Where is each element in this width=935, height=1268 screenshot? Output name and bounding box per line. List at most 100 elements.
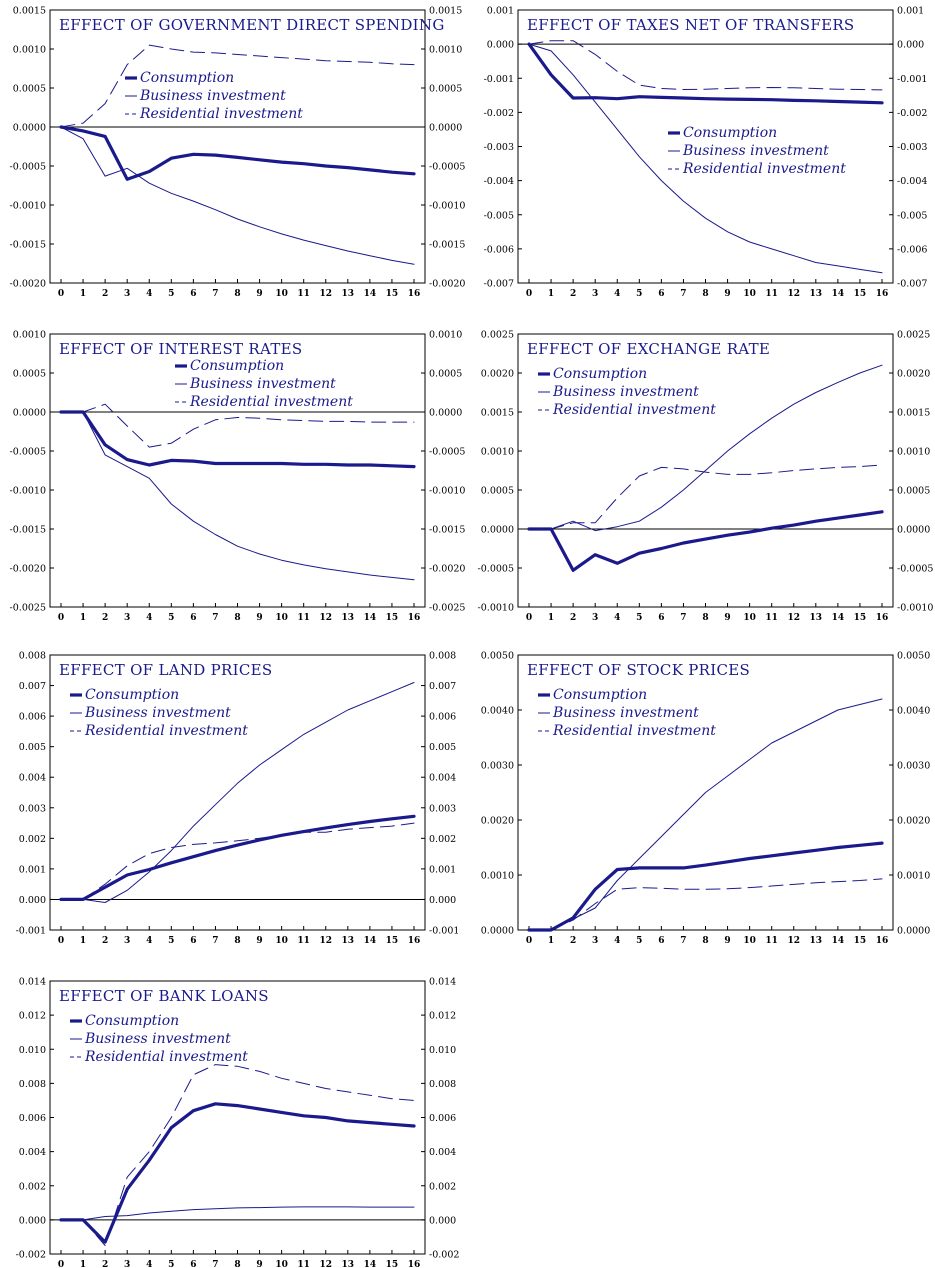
legend-label: Residential investment <box>139 106 303 122</box>
y-tick-label-left: 0.010 <box>19 1045 46 1056</box>
x-tick-label: 3 <box>592 936 598 946</box>
chart-panel-1: -0.0020 -0.0020 -0.0015 -0.0015 -0.0010 -0.00… <box>10 6 466 300</box>
legend-label: Business investment <box>139 88 286 104</box>
y-tick-label-left: 0.0000 <box>13 408 46 419</box>
x-tick-label: 8 <box>234 289 240 299</box>
y-tick-label-right: -0.0020 <box>429 279 465 290</box>
chart-panel-3: -0.0025 -0.0025 -0.0020 -0.0020 -0.0015 -0.00… <box>10 330 466 624</box>
y-tick-label-right: -0.006 <box>897 244 927 255</box>
y-tick-label-right: 0.0000 <box>429 408 462 419</box>
y-tick-label-left: 0.0010 <box>13 330 46 341</box>
x-tick-label: 13 <box>342 289 355 299</box>
legend-label: Residential investment <box>552 723 716 739</box>
y-tick-label-left: -0.0005 <box>10 447 46 458</box>
legend-label: Business investment <box>84 705 231 721</box>
y-tick-label-left: 0.0000 <box>13 123 46 134</box>
y-tick-label-left: 0.0020 <box>481 816 514 827</box>
x-tick-label: 3 <box>124 613 130 623</box>
y-tick-label-left: 0.0020 <box>481 369 514 380</box>
legend-label: Consumption <box>190 358 284 374</box>
x-tick-label: 13 <box>342 1260 355 1268</box>
y-tick-label-right: 0.0030 <box>897 761 930 772</box>
y-tick-label-left: 0.004 <box>19 1147 46 1158</box>
x-tick-label: 1 <box>80 613 86 623</box>
x-tick-label: 7 <box>212 936 218 946</box>
x-tick-label: 6 <box>190 613 196 623</box>
y-tick-label-right: 0.008 <box>429 1079 456 1090</box>
x-tick-label: 12 <box>319 613 332 623</box>
y-tick-label-left: 0.004 <box>19 773 46 784</box>
y-tick-label-left: 0.007 <box>19 681 46 692</box>
legend-label: Consumption <box>683 125 777 141</box>
legend-label: Business investment <box>552 384 699 400</box>
y-tick-label-left: -0.0005 <box>478 564 514 575</box>
y-tick-label-left: 0.002 <box>19 1181 46 1192</box>
x-tick-label: 2 <box>102 289 108 299</box>
series-line-consumption <box>59 410 416 469</box>
x-tick-label: 16 <box>408 289 421 299</box>
legend-label: Residential investment <box>552 402 716 418</box>
y-tick-label-left: 0.014 <box>19 977 46 988</box>
x-tick-label: 6 <box>190 936 196 946</box>
legend-label: Business investment <box>682 143 829 159</box>
x-tick-label: 6 <box>658 289 664 299</box>
chart-title: EFFECT OF GOVERNMENT DIRECT SPENDING <box>59 16 445 34</box>
series-line-business-investment <box>528 364 883 532</box>
y-tick-label-left: 0.008 <box>19 651 46 662</box>
series-line-residential-investment <box>60 822 415 900</box>
x-tick-label: 14 <box>364 289 377 299</box>
chart-title: EFFECT OF EXCHANGE RATE <box>527 340 770 358</box>
y-tick-label-left: 0.0010 <box>13 45 46 56</box>
y-tick-label-right: -0.002 <box>897 108 927 119</box>
legend-label: Consumption <box>140 70 234 86</box>
series-line-residential-investment <box>60 403 415 448</box>
x-tick-label: 16 <box>408 936 421 946</box>
series-line-business-investment <box>60 682 415 903</box>
legend-label: Consumption <box>85 687 179 703</box>
series-line-business-investment <box>60 126 415 265</box>
series-line-consumption <box>527 841 884 932</box>
chart-panel-2: -0.007 -0.007 -0.006 -0.006 -0.005 -0.005 -0.0… <box>484 6 928 300</box>
y-tick-label-left: -0.005 <box>484 210 514 221</box>
y-tick-label-left: 0.000 <box>19 895 46 906</box>
series-line-business-investment <box>60 411 415 581</box>
y-tick-label-left: -0.004 <box>484 176 514 187</box>
y-tick-label-right: 0.003 <box>429 803 456 814</box>
x-tick-label: 1 <box>548 936 554 946</box>
x-tick-label: 11 <box>765 613 778 623</box>
series-line-residential-investment <box>528 464 883 530</box>
y-tick-label-right: 0.012 <box>429 1011 456 1022</box>
x-tick-label: 14 <box>364 613 377 623</box>
legend-label: Consumption <box>553 687 647 703</box>
x-tick-label: 5 <box>168 1260 174 1268</box>
y-tick-label-right: -0.0005 <box>897 564 933 575</box>
y-tick-label-left: 0.005 <box>19 742 46 753</box>
y-tick-label-right: 0.0010 <box>429 330 462 341</box>
y-tick-label-left: 0.0000 <box>481 926 514 937</box>
x-tick-label: 10 <box>275 936 288 946</box>
x-tick-label: 10 <box>275 1260 288 1268</box>
x-tick-label: 3 <box>592 289 598 299</box>
y-tick-label-left: -0.0005 <box>10 162 46 173</box>
y-tick-label-right: -0.005 <box>897 210 927 221</box>
x-tick-label: 3 <box>124 936 130 946</box>
x-tick-label: 3 <box>124 289 130 299</box>
y-tick-label-left: 0.012 <box>19 1011 46 1022</box>
y-tick-label-left: 0.003 <box>19 803 46 814</box>
series-line-consumption <box>527 42 884 105</box>
x-tick-label: 0 <box>58 289 64 299</box>
x-tick-label: 15 <box>854 613 867 623</box>
legend-label: Residential investment <box>84 1049 248 1065</box>
y-tick-label-left: 0.0010 <box>481 871 514 882</box>
x-tick-label: 8 <box>234 613 240 623</box>
y-tick-label-right: -0.0005 <box>429 162 465 173</box>
x-tick-label: 10 <box>743 613 756 623</box>
y-tick-label-left: -0.001 <box>484 74 514 85</box>
x-tick-label: 5 <box>636 289 642 299</box>
y-tick-label-right: 0.006 <box>429 1113 456 1124</box>
x-tick-label: 4 <box>146 1260 152 1268</box>
series-line-residential-investment <box>60 44 415 128</box>
y-tick-label-left: -0.0020 <box>10 279 46 290</box>
x-tick-label: 8 <box>702 289 708 299</box>
